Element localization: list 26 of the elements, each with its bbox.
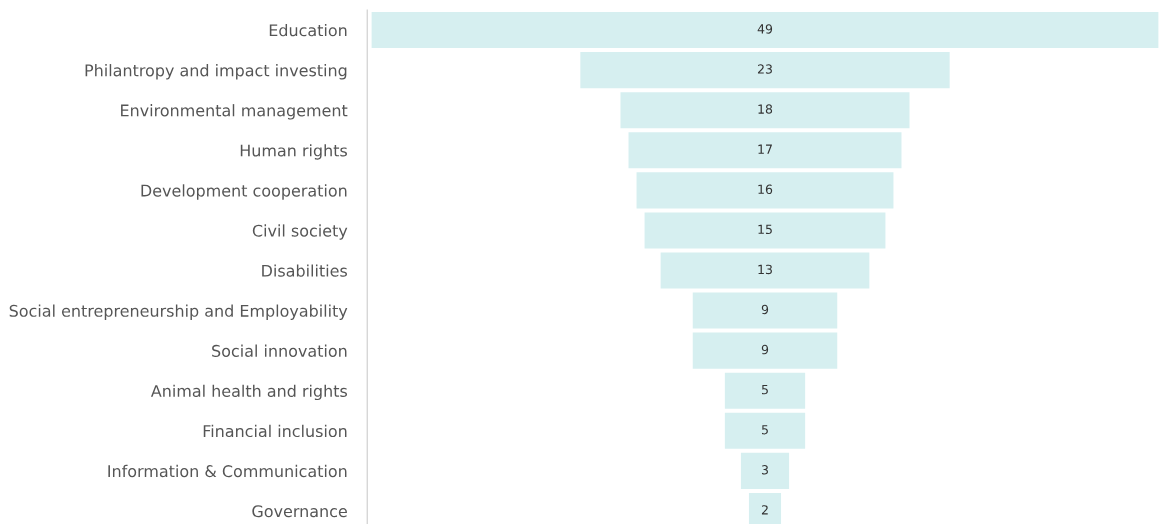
category-label: Philantropy and impact investing <box>85 64 347 80</box>
data-label: 3 <box>761 465 768 475</box>
data-label: 5 <box>761 385 768 395</box>
category-label: Information & Communication <box>108 464 347 478</box>
category-label: Animal health and rights <box>150 384 348 401</box>
data-label: 17 <box>758 144 772 154</box>
data-label: 16 <box>758 184 773 194</box>
data-label: 2 <box>761 505 768 515</box>
data-label: 9 <box>761 304 769 315</box>
category-label: Civil society <box>252 224 348 240</box>
data-label: 9 <box>761 344 769 355</box>
data-label: 15 <box>758 224 772 235</box>
category-label: Governance <box>252 505 347 518</box>
category-label: Social innovation <box>212 344 347 357</box>
data-label: 5 <box>761 425 768 435</box>
category-label: Human rights <box>240 144 347 160</box>
data-label: 18 <box>758 104 773 114</box>
category-label: Education <box>269 23 347 37</box>
data-label: 13 <box>758 264 772 275</box>
data-label: 23 <box>757 64 772 74</box>
data-label: 49 <box>757 24 773 34</box>
category-label: Social entrepreneurship and Employability <box>9 304 348 320</box>
category-label: Disabilities <box>262 264 347 277</box>
category-label: Development cooperation <box>141 184 347 200</box>
category-label: Environmental management <box>121 104 348 120</box>
category-label: Financial inclusion <box>203 424 347 438</box>
